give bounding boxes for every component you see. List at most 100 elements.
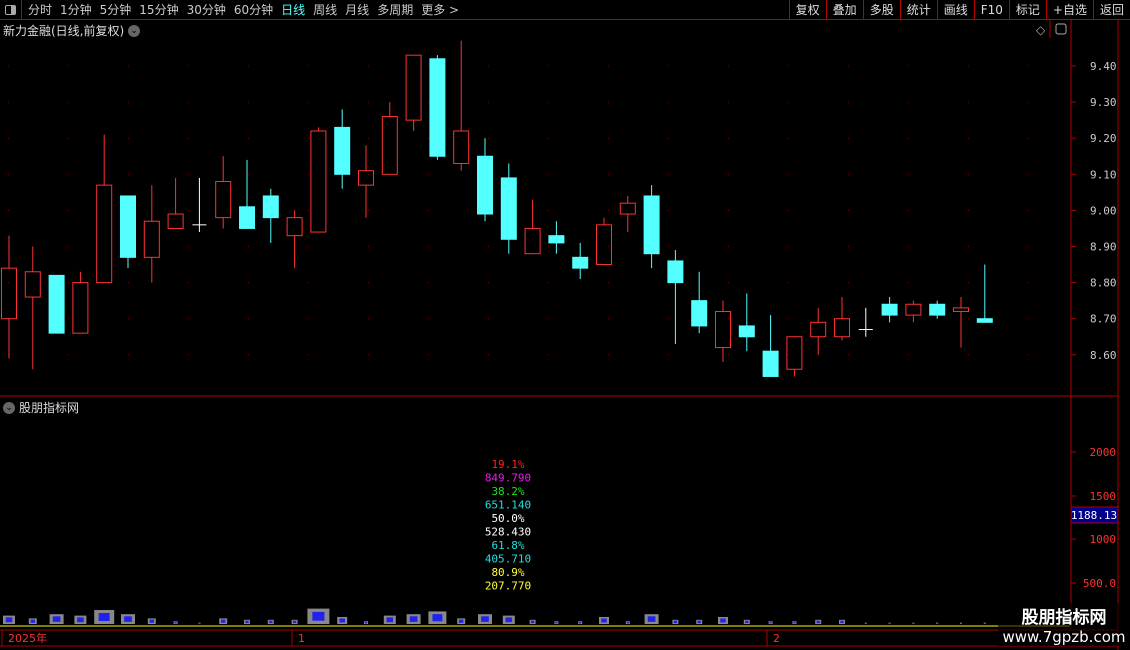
candle-body xyxy=(48,274,65,334)
toolbar-button-3[interactable]: 统计 xyxy=(899,0,937,20)
period-tab-10[interactable]: 更多 > xyxy=(421,3,460,17)
chevron-down-icon[interactable]: ⌄ xyxy=(128,24,141,37)
overlay-label: 50.0% xyxy=(491,512,524,525)
toolbar-button-5[interactable]: F10 xyxy=(973,0,1009,20)
period-tab-9[interactable]: 多周期 xyxy=(377,3,414,17)
overlay-label: 19.1% xyxy=(491,458,524,471)
toolbar-button-4[interactable]: 画线 xyxy=(936,0,974,20)
candle-body xyxy=(691,300,708,327)
time-label: 2 xyxy=(773,632,780,645)
price-tick-label: 8.80 xyxy=(1090,277,1117,290)
chevron-down-icon[interactable]: ⌄ xyxy=(3,401,15,414)
right-toolbar: 复权 叠加 多股 统计 画线 F10 标记 +自选 返回 xyxy=(788,0,1130,20)
volume-marker-core xyxy=(432,614,443,622)
candle-body xyxy=(358,170,374,186)
candle-body xyxy=(976,318,993,323)
volume-marker-core xyxy=(720,618,726,623)
candle-body xyxy=(500,177,517,240)
period-tab-2[interactable]: 5分钟 xyxy=(99,3,132,17)
volume-marker-core xyxy=(245,620,249,624)
toolbar: 分时 1分钟 5分钟 15分钟 30分钟 60分钟 日线 周线 月线 多周期 更多 > 复权 叠加 多股… xyxy=(0,0,1130,20)
candle-body xyxy=(24,271,41,298)
price-tick-label: 9.00 xyxy=(1090,204,1117,217)
candle-body xyxy=(215,181,232,219)
candle-body xyxy=(881,303,898,316)
price-tick-label: 8.90 xyxy=(1090,241,1117,254)
volume-marker-core xyxy=(52,616,61,622)
candle-body xyxy=(643,195,660,255)
current-value: 1188.13 xyxy=(1071,509,1117,522)
panel-icon xyxy=(5,4,16,15)
volume-marker-core xyxy=(555,621,558,624)
period-tabs: 分时 1分钟 5分钟 15分钟 30分钟 60分钟 日线 周线 月线 多周期 更多 > xyxy=(22,1,463,18)
volume-tick-label: 1000 xyxy=(1090,533,1117,546)
volume-marker-core xyxy=(530,620,535,624)
volume-marker-core xyxy=(149,619,154,623)
period-tab-0[interactable]: 分时 xyxy=(28,3,53,17)
overlay-label: 651.140 xyxy=(485,499,531,512)
candle-body xyxy=(334,126,351,175)
volume-marker-core xyxy=(459,619,464,623)
candle-body xyxy=(381,116,398,175)
volume-marker-core xyxy=(77,617,84,623)
volume-marker-core xyxy=(409,616,418,622)
candle-body xyxy=(405,54,422,121)
candle-body xyxy=(619,202,636,215)
volume-marker-core xyxy=(793,621,796,624)
period-tab-3[interactable]: 15分钟 xyxy=(139,3,179,17)
candle-body xyxy=(786,336,803,370)
volume-marker-core xyxy=(960,622,962,624)
volume-marker-core xyxy=(840,620,844,624)
candle-body xyxy=(310,130,327,233)
toolbar-button-8[interactable]: 返回 xyxy=(1092,0,1130,20)
volume-marker-core xyxy=(626,621,629,624)
candle-body xyxy=(120,195,136,258)
volume-marker-core xyxy=(339,618,345,623)
candle-body xyxy=(953,307,969,312)
candle-body xyxy=(72,282,89,334)
volume-tick-label: 1500 xyxy=(1090,490,1117,503)
candle-body xyxy=(762,350,779,377)
volume-marker-core xyxy=(697,620,701,624)
period-tab-5[interactable]: 60分钟 xyxy=(233,3,274,17)
volume-marker-core xyxy=(312,611,325,621)
volume-marker-core xyxy=(30,619,35,623)
overlay-label: 849.790 xyxy=(485,472,531,485)
candle-body xyxy=(286,217,303,237)
stock-title: 新力金融(日线,前复权) xyxy=(3,24,125,38)
volume-marker-core xyxy=(769,621,772,624)
period-tab-8[interactable]: 月线 xyxy=(345,3,370,17)
price-tick-label: 9.20 xyxy=(1090,132,1117,145)
layout-toggle-button[interactable] xyxy=(0,0,22,20)
candle-body xyxy=(453,130,470,164)
indicator-title[interactable]: ⌄ 股朋指标网 xyxy=(3,399,79,416)
candle-body xyxy=(262,195,279,219)
volume-tick-label: 2000 xyxy=(1090,446,1117,459)
toolbar-button-6[interactable]: 标记 xyxy=(1008,0,1046,20)
price-tick-label: 9.30 xyxy=(1090,96,1117,109)
period-tab-1[interactable]: 1分钟 xyxy=(60,3,92,17)
toolbar-button-2[interactable]: 多股 xyxy=(862,0,900,20)
period-tab-7[interactable]: 周线 xyxy=(313,3,338,17)
candle-body xyxy=(667,260,684,284)
period-tab-6[interactable]: 日线 xyxy=(281,3,306,17)
volume-marker-core xyxy=(269,620,273,624)
volume-marker-core xyxy=(174,621,177,624)
toolbar-button-0[interactable]: 复权 xyxy=(788,0,826,20)
toolbar-button-7[interactable]: +自选 xyxy=(1045,0,1093,20)
overlay-label: 207.770 xyxy=(485,580,531,593)
toolbar-button-1[interactable]: 叠加 xyxy=(825,0,863,20)
volume-marker-core xyxy=(364,621,368,624)
chart-title[interactable]: 新力金融(日线,前复权) ⌄ xyxy=(3,22,141,39)
volume-marker-core xyxy=(98,613,110,621)
volume-marker-core xyxy=(505,617,513,623)
volume-marker-core xyxy=(745,620,749,624)
candle-body xyxy=(239,206,255,229)
period-tab-4[interactable]: 30分钟 xyxy=(186,3,226,17)
volume-marker-core xyxy=(601,618,607,623)
price-tick-label: 9.10 xyxy=(1090,168,1117,181)
volume-marker-core xyxy=(221,619,226,623)
volume-marker-core xyxy=(984,622,986,624)
price-tick-label: 8.60 xyxy=(1090,349,1117,362)
